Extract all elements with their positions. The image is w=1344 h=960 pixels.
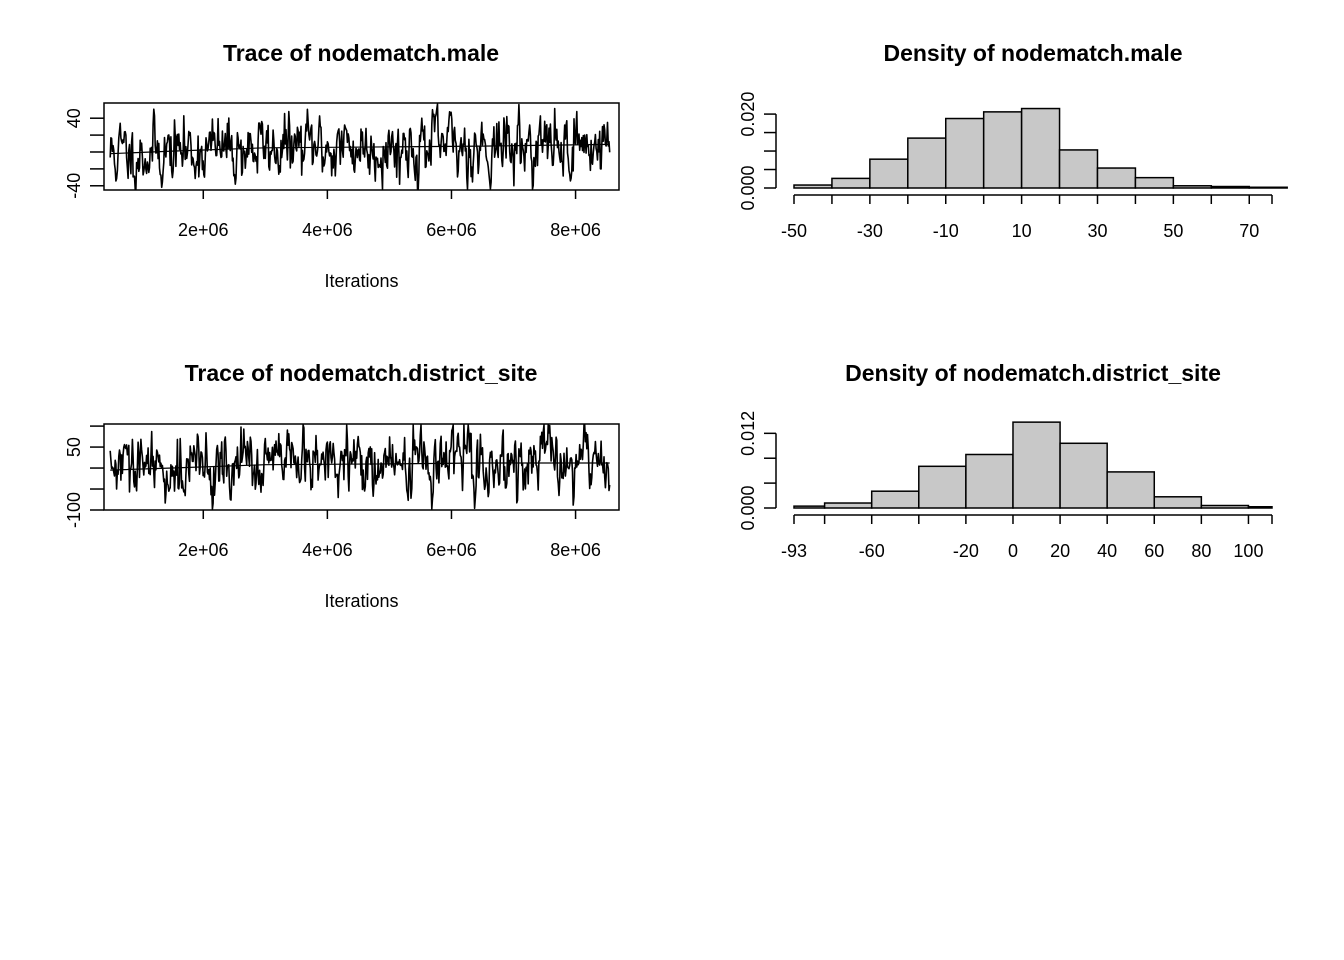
x-tick-label: 8e+06 <box>550 220 601 240</box>
histogram-bar <box>823 502 873 509</box>
chart-title: Trace of nodematch.district_site <box>185 360 538 386</box>
histogram-bar <box>1012 421 1061 509</box>
x-tick-label: 40 <box>1097 541 1117 561</box>
x-tick-label: 6e+06 <box>426 540 477 560</box>
trace-line <box>109 424 611 510</box>
histogram-bar <box>918 465 967 509</box>
x-tick-label: 6e+06 <box>426 220 477 240</box>
y-tick-label: 0.012 <box>738 411 758 456</box>
histogram-bar <box>1248 186 1288 189</box>
chart-title: Density of nodematch.district_site <box>845 360 1221 386</box>
histogram-bar <box>1247 506 1273 509</box>
x-tick-label: 30 <box>1087 221 1107 241</box>
x-tick-label: -60 <box>859 541 885 561</box>
histogram-bar <box>982 111 1023 189</box>
histogram-bar <box>1106 471 1156 509</box>
trace-male-panel: Trace of nodematch.male 2e+06 4e+06 6e+06 8e… <box>64 40 620 291</box>
x-axis-label: Iterations <box>324 271 398 291</box>
x-tick-label: 2e+06 <box>178 540 229 560</box>
x-tick-label: 4e+06 <box>302 540 353 560</box>
x-tick-label: 20 <box>1050 541 1070 561</box>
y-tick-label: 0.000 <box>738 165 758 210</box>
x-tick-label: 60 <box>1144 541 1164 561</box>
y-tick-label: 0.000 <box>738 485 758 530</box>
histogram-bar <box>1210 185 1250 189</box>
density-district-panel: Density of nodematch.district_site -93 -60… <box>738 360 1273 561</box>
x-tick-label: 0 <box>1008 541 1018 561</box>
x-tick-label: 50 <box>1163 221 1183 241</box>
y-tick-label: -40 <box>64 173 84 199</box>
y-tick-label: 50 <box>64 437 84 457</box>
x-tick-label: -30 <box>857 221 883 241</box>
histogram-bar <box>869 158 909 189</box>
histogram-bar <box>793 505 826 509</box>
trace-smooth-line <box>110 143 610 155</box>
x-tick-label: 100 <box>1233 541 1263 561</box>
histogram-bar <box>907 137 947 189</box>
histogram-bar <box>793 184 833 189</box>
x-tick-label: 10 <box>1012 221 1032 241</box>
histogram-bar <box>944 117 985 189</box>
x-tick-label: -93 <box>781 541 807 561</box>
x-tick-label: 8e+06 <box>550 540 601 560</box>
plot-frame <box>103 102 620 191</box>
histogram-bar <box>1096 167 1137 189</box>
x-tick-label: 70 <box>1239 221 1259 241</box>
x-tick-label: 4e+06 <box>302 220 353 240</box>
x-tick-label: 80 <box>1191 541 1211 561</box>
histogram-bar <box>1134 176 1175 189</box>
histogram-bar <box>870 490 920 509</box>
plot-frame <box>103 423 620 511</box>
trace-district-panel: Trace of nodematch.district_site 2e+06 4e+… <box>64 360 620 611</box>
x-tick-label: 2e+06 <box>178 220 229 240</box>
x-tick-label: -20 <box>953 541 979 561</box>
x-tick-label: -10 <box>933 221 959 241</box>
y-tick-label: 0.020 <box>738 92 758 137</box>
histogram-bar <box>965 453 1014 509</box>
histogram-bar <box>831 177 871 189</box>
histogram-bar <box>1200 504 1250 509</box>
histogram-bar <box>1153 496 1203 509</box>
histogram-bar <box>1172 185 1213 189</box>
histogram-bar <box>1020 107 1061 189</box>
x-tick-label: -50 <box>781 221 807 241</box>
density-male-panel: Density of nodematch.male -50 -30 -10 10 30 50… <box>738 40 1288 241</box>
chart-title: Density of nodematch.male <box>883 40 1182 66</box>
trace-smooth-line <box>110 462 610 471</box>
y-tick-label: -100 <box>64 492 84 528</box>
histogram-bar <box>1058 149 1099 189</box>
x-axis-label: Iterations <box>324 591 398 611</box>
histogram-bar <box>1059 442 1108 509</box>
y-tick-label: 40 <box>64 108 84 128</box>
chart-title: Trace of nodematch.male <box>223 40 499 66</box>
